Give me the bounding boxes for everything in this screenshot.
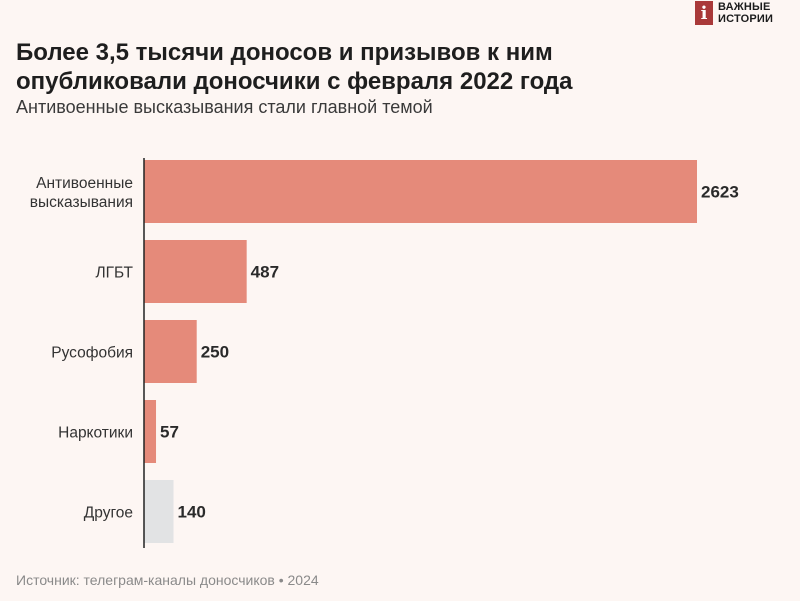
brand-logo-mark: i [695, 1, 713, 25]
category-label-3: Наркотики [58, 425, 133, 442]
value-label-0: 2623 [701, 183, 739, 202]
category-label-1: ЛГБТ [95, 265, 133, 282]
value-label-1: 487 [251, 263, 279, 282]
brand-line-1: ВАЖНЫЕ [718, 1, 771, 13]
chart-subtitle: Антивоенные высказывания стали главной т… [16, 97, 433, 117]
brand-line-2: ИСТОРИИ [718, 13, 774, 25]
bar-2 [144, 320, 197, 383]
value-label-4: 140 [178, 503, 206, 522]
value-label-2: 250 [201, 343, 229, 362]
brand-logo: i ВАЖНЫЕ ИСТОРИИ [695, 1, 773, 25]
category-label-2: Русофобия [51, 345, 133, 362]
category-label-4: Другое [84, 505, 133, 522]
category-label-0: Антивоенные высказывания [30, 175, 133, 211]
source-note: Источник: телеграм-каналы доносчиков • 2… [16, 572, 319, 588]
bar-0 [144, 160, 697, 223]
bar-4 [144, 480, 174, 543]
bar-1 [144, 240, 247, 303]
value-label-3: 57 [160, 423, 179, 442]
bar-3 [144, 400, 157, 463]
chart-title: Более 3,5 тысячи доносов и призывов к ни… [16, 39, 573, 95]
brand-logo-text: ВАЖНЫЕ ИСТОРИИ [718, 1, 773, 25]
